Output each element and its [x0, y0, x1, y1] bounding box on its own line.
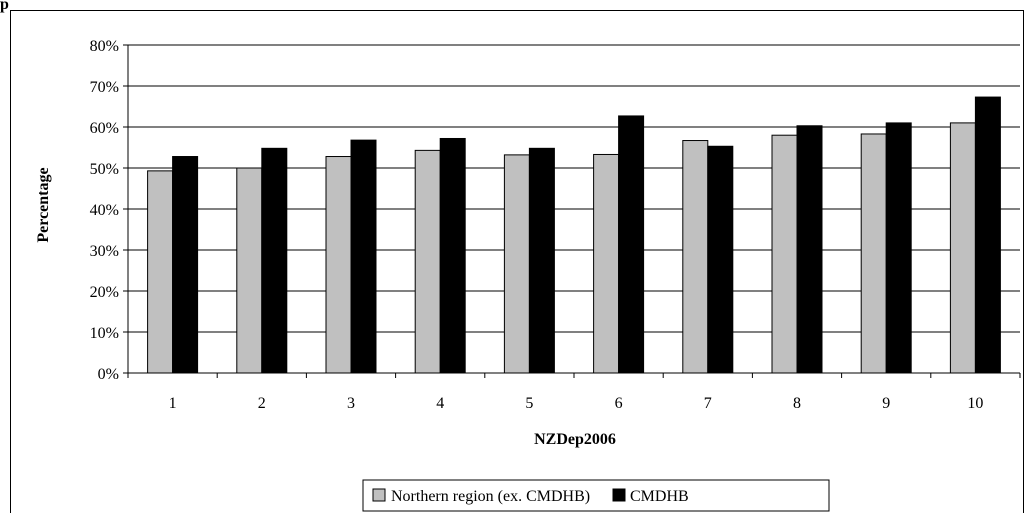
chart-frame — [10, 10, 1024, 513]
y-tick-label: 60% — [90, 120, 119, 137]
bars — [147, 96, 1001, 374]
x-tick-labels: 1 2 3 4 5 6 7 8 9 10 — [169, 395, 984, 412]
bar-northern — [682, 140, 709, 374]
bar-cmdhb — [350, 139, 377, 374]
bar-northern — [147, 170, 174, 374]
y-tick-label: 70% — [90, 79, 119, 96]
y-tick-label: 50% — [90, 161, 119, 178]
x-axis-label: NZDep2006 — [534, 431, 616, 448]
legend-label-cmdhb: CMDHB — [630, 488, 689, 505]
bar-northern — [503, 154, 530, 374]
y-tick-label: 0% — [98, 366, 119, 383]
bar-northern — [236, 167, 263, 374]
bar-northern — [325, 156, 352, 374]
x-tick-label: 7 — [704, 395, 712, 412]
legend: Northern region (ex. CMDHB) CMDHB — [362, 479, 830, 512]
bar-northern — [860, 133, 887, 374]
x-tick-label: 10 — [967, 395, 983, 412]
x-tick-label: 5 — [525, 395, 533, 412]
x-tick-label: 3 — [347, 395, 355, 412]
bar-cmdhb — [528, 147, 555, 374]
x-tick-label: 6 — [615, 395, 623, 412]
bar-cmdhb — [618, 115, 645, 374]
bar-northern — [771, 134, 798, 374]
bar-cmdhb — [885, 122, 912, 374]
axes — [123, 44, 1021, 378]
x-tick-label: 4 — [436, 395, 444, 412]
y-tick-label: 40% — [90, 202, 119, 219]
y-tick-label: 20% — [90, 284, 119, 301]
x-tick-label: 1 — [169, 395, 177, 412]
bar-northern — [593, 153, 620, 374]
legend-box — [362, 479, 830, 512]
legend-swatch-cmdhb — [612, 488, 626, 502]
corner-text-fragment: p — [0, 0, 9, 13]
bar-cmdhb — [796, 125, 823, 374]
x-tick-label: 2 — [258, 395, 266, 412]
bar-cmdhb — [974, 96, 1001, 374]
bar-cmdhb — [172, 156, 199, 374]
legend-swatch-northern — [372, 488, 386, 502]
legend-label-northern: Northern region (ex. CMDHB) — [391, 488, 590, 505]
x-tick-label: 8 — [793, 395, 801, 412]
y-tick-labels: 0% 10% 20% 30% 40% 50% 60% 70% 80% — [90, 38, 119, 383]
y-tick-label: 10% — [90, 325, 119, 342]
bar-northern — [414, 149, 441, 374]
x-tick-label: 9 — [882, 395, 890, 412]
bar-cmdhb — [707, 145, 734, 374]
bar-cmdhb — [439, 137, 466, 374]
y-tick-label: 80% — [90, 38, 119, 55]
bar-cmdhb — [261, 147, 288, 374]
bar-northern — [949, 122, 976, 374]
y-axis-label: Percentage — [35, 167, 52, 242]
y-tick-label: 30% — [90, 243, 119, 260]
